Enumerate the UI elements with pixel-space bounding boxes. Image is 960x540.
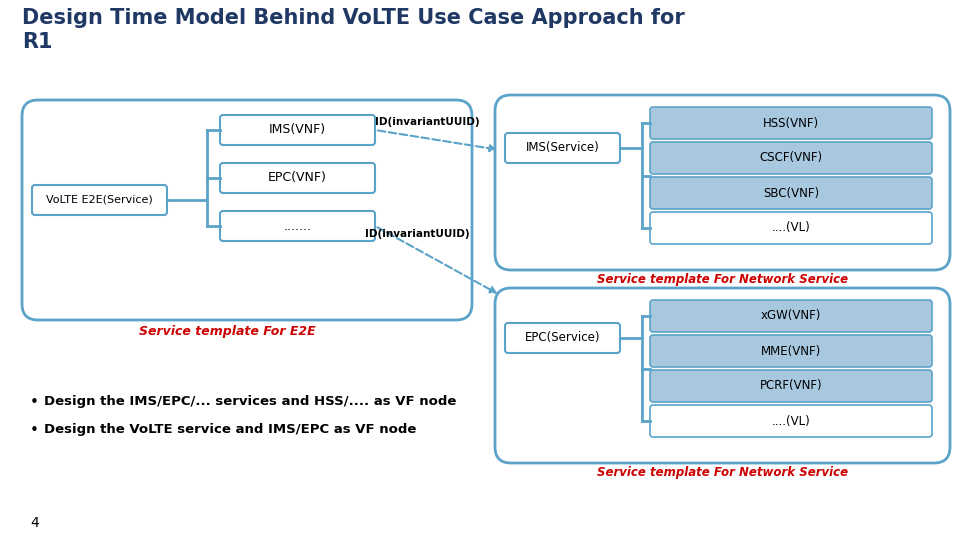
FancyBboxPatch shape (650, 300, 932, 332)
Text: HSS(VNF): HSS(VNF) (763, 117, 819, 130)
Text: Service template For Network Service: Service template For Network Service (597, 273, 848, 286)
Text: Design the VoLTE service and IMS/EPC as VF node: Design the VoLTE service and IMS/EPC as … (44, 423, 417, 436)
FancyBboxPatch shape (22, 100, 472, 320)
Text: ID(invariantUUID): ID(invariantUUID) (375, 117, 480, 127)
Text: EPC(VNF): EPC(VNF) (268, 172, 327, 185)
Text: •: • (30, 395, 38, 410)
Text: MME(VNF): MME(VNF) (761, 345, 821, 357)
FancyBboxPatch shape (495, 95, 950, 270)
Text: Design Time Model Behind VoLTE Use Case Approach for
R1: Design Time Model Behind VoLTE Use Case … (22, 8, 684, 52)
Text: ID(invariantUUID): ID(invariantUUID) (365, 229, 469, 239)
Text: VoLTE E2E(Service): VoLTE E2E(Service) (46, 195, 153, 205)
Text: •: • (30, 423, 38, 438)
Text: 4: 4 (30, 516, 38, 530)
Text: EPC(Service): EPC(Service) (525, 332, 600, 345)
Text: Design the IMS/EPC/... services and HSS/.... as VF node: Design the IMS/EPC/... services and HSS/… (44, 395, 456, 408)
FancyBboxPatch shape (650, 212, 932, 244)
Text: .......: ....... (283, 219, 311, 233)
FancyBboxPatch shape (32, 185, 167, 215)
FancyBboxPatch shape (650, 142, 932, 174)
Text: PCRF(VNF): PCRF(VNF) (759, 380, 823, 393)
FancyBboxPatch shape (505, 323, 620, 353)
Text: Service template For E2E: Service template For E2E (138, 325, 315, 338)
Text: CSCF(VNF): CSCF(VNF) (759, 152, 823, 165)
FancyBboxPatch shape (650, 335, 932, 367)
FancyBboxPatch shape (495, 288, 950, 463)
Text: xGW(VNF): xGW(VNF) (761, 309, 821, 322)
Text: IMS(Service): IMS(Service) (526, 141, 599, 154)
Text: Service template For Network Service: Service template For Network Service (597, 466, 848, 479)
FancyBboxPatch shape (505, 133, 620, 163)
FancyBboxPatch shape (220, 163, 375, 193)
FancyBboxPatch shape (650, 405, 932, 437)
FancyBboxPatch shape (650, 177, 932, 209)
Text: SBC(VNF): SBC(VNF) (763, 186, 819, 199)
Text: IMS(VNF): IMS(VNF) (269, 124, 326, 137)
FancyBboxPatch shape (220, 115, 375, 145)
FancyBboxPatch shape (650, 107, 932, 139)
Text: ....(VL): ....(VL) (772, 221, 810, 234)
FancyBboxPatch shape (220, 211, 375, 241)
Text: ....(VL): ....(VL) (772, 415, 810, 428)
FancyBboxPatch shape (650, 370, 932, 402)
